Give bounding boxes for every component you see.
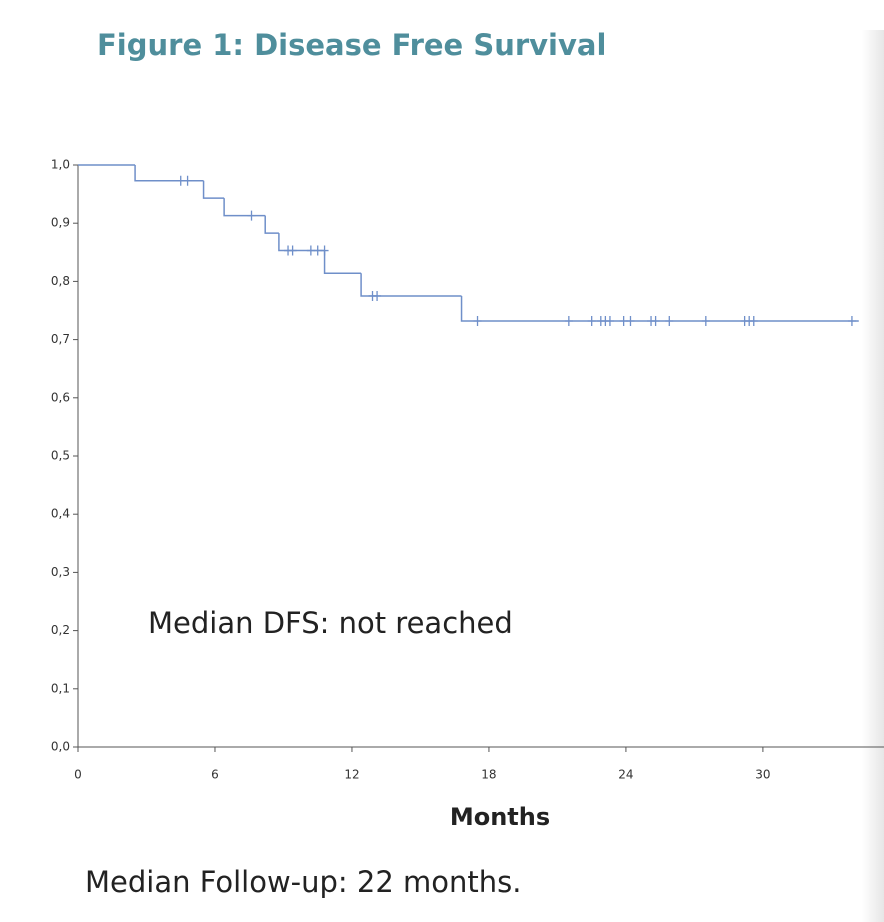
- y-tick-label: 1,0: [51, 158, 70, 172]
- y-tick-label: 0,2: [51, 623, 70, 637]
- censor-mark: [320, 245, 329, 256]
- survival-step: [360, 273, 462, 297]
- survival-step: [460, 295, 859, 322]
- censor-mark: [626, 315, 635, 326]
- x-tick-label: 12: [344, 768, 359, 782]
- censor-mark: [665, 315, 674, 326]
- censor-mark: [651, 315, 660, 326]
- censor-mark: [473, 315, 482, 326]
- censor-mark: [313, 245, 322, 256]
- page-edge: [862, 30, 884, 922]
- censor-mark: [619, 315, 628, 326]
- censor-mark: [306, 245, 315, 256]
- y-tick-label: 0,8: [51, 274, 70, 288]
- y-tick-label: 0,0: [51, 740, 70, 754]
- survival-step: [323, 250, 362, 275]
- x-tick-label: 18: [481, 768, 496, 782]
- x-tick-label: 6: [211, 768, 219, 782]
- survival-step: [223, 198, 266, 217]
- x-tick-label: 24: [618, 768, 633, 782]
- y-tick-label: 0,3: [51, 565, 70, 579]
- y-tick-label: 0,7: [51, 332, 70, 346]
- x-tick-label: 30: [755, 768, 770, 782]
- censor-mark: [605, 315, 614, 326]
- y-tick-label: 0,4: [51, 507, 70, 521]
- censor-mark: [847, 315, 856, 326]
- y-tick-label: 0,6: [51, 390, 70, 404]
- x-axis-label: Months: [450, 803, 550, 831]
- censor-mark: [373, 290, 382, 301]
- survival-step: [202, 180, 225, 199]
- y-tick-label: 0,1: [51, 681, 70, 695]
- survival-step: [264, 215, 279, 234]
- y-tick-label: 0,5: [51, 449, 70, 463]
- censor-mark: [564, 315, 573, 326]
- censor-mark: [176, 175, 185, 186]
- censor-mark: [247, 210, 256, 221]
- x-tick-label: 0: [74, 768, 82, 782]
- footnote: Median Follow-up: 22 months.: [85, 865, 521, 899]
- censor-mark: [587, 315, 596, 326]
- censor-mark: [701, 315, 710, 326]
- censor-mark: [183, 175, 192, 186]
- censor-mark: [749, 315, 758, 326]
- censor-mark: [288, 245, 297, 256]
- chart-title: Figure 1: Disease Free Survival: [97, 28, 606, 62]
- y-tick-label: 0,9: [51, 216, 70, 230]
- survival-step: [134, 165, 204, 182]
- annotation: Median DFS: not reached: [148, 606, 513, 640]
